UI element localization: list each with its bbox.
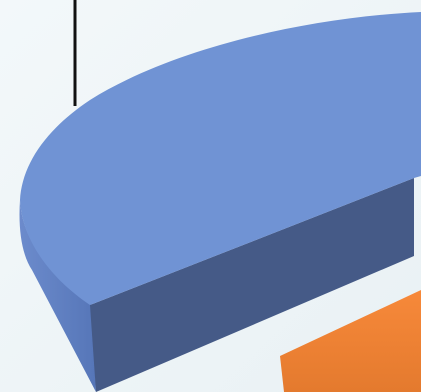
orange-slice: [280, 290, 421, 392]
slice-top: [20, 12, 421, 305]
slice-cut-face: [90, 178, 414, 392]
slice-side: [19, 200, 96, 392]
